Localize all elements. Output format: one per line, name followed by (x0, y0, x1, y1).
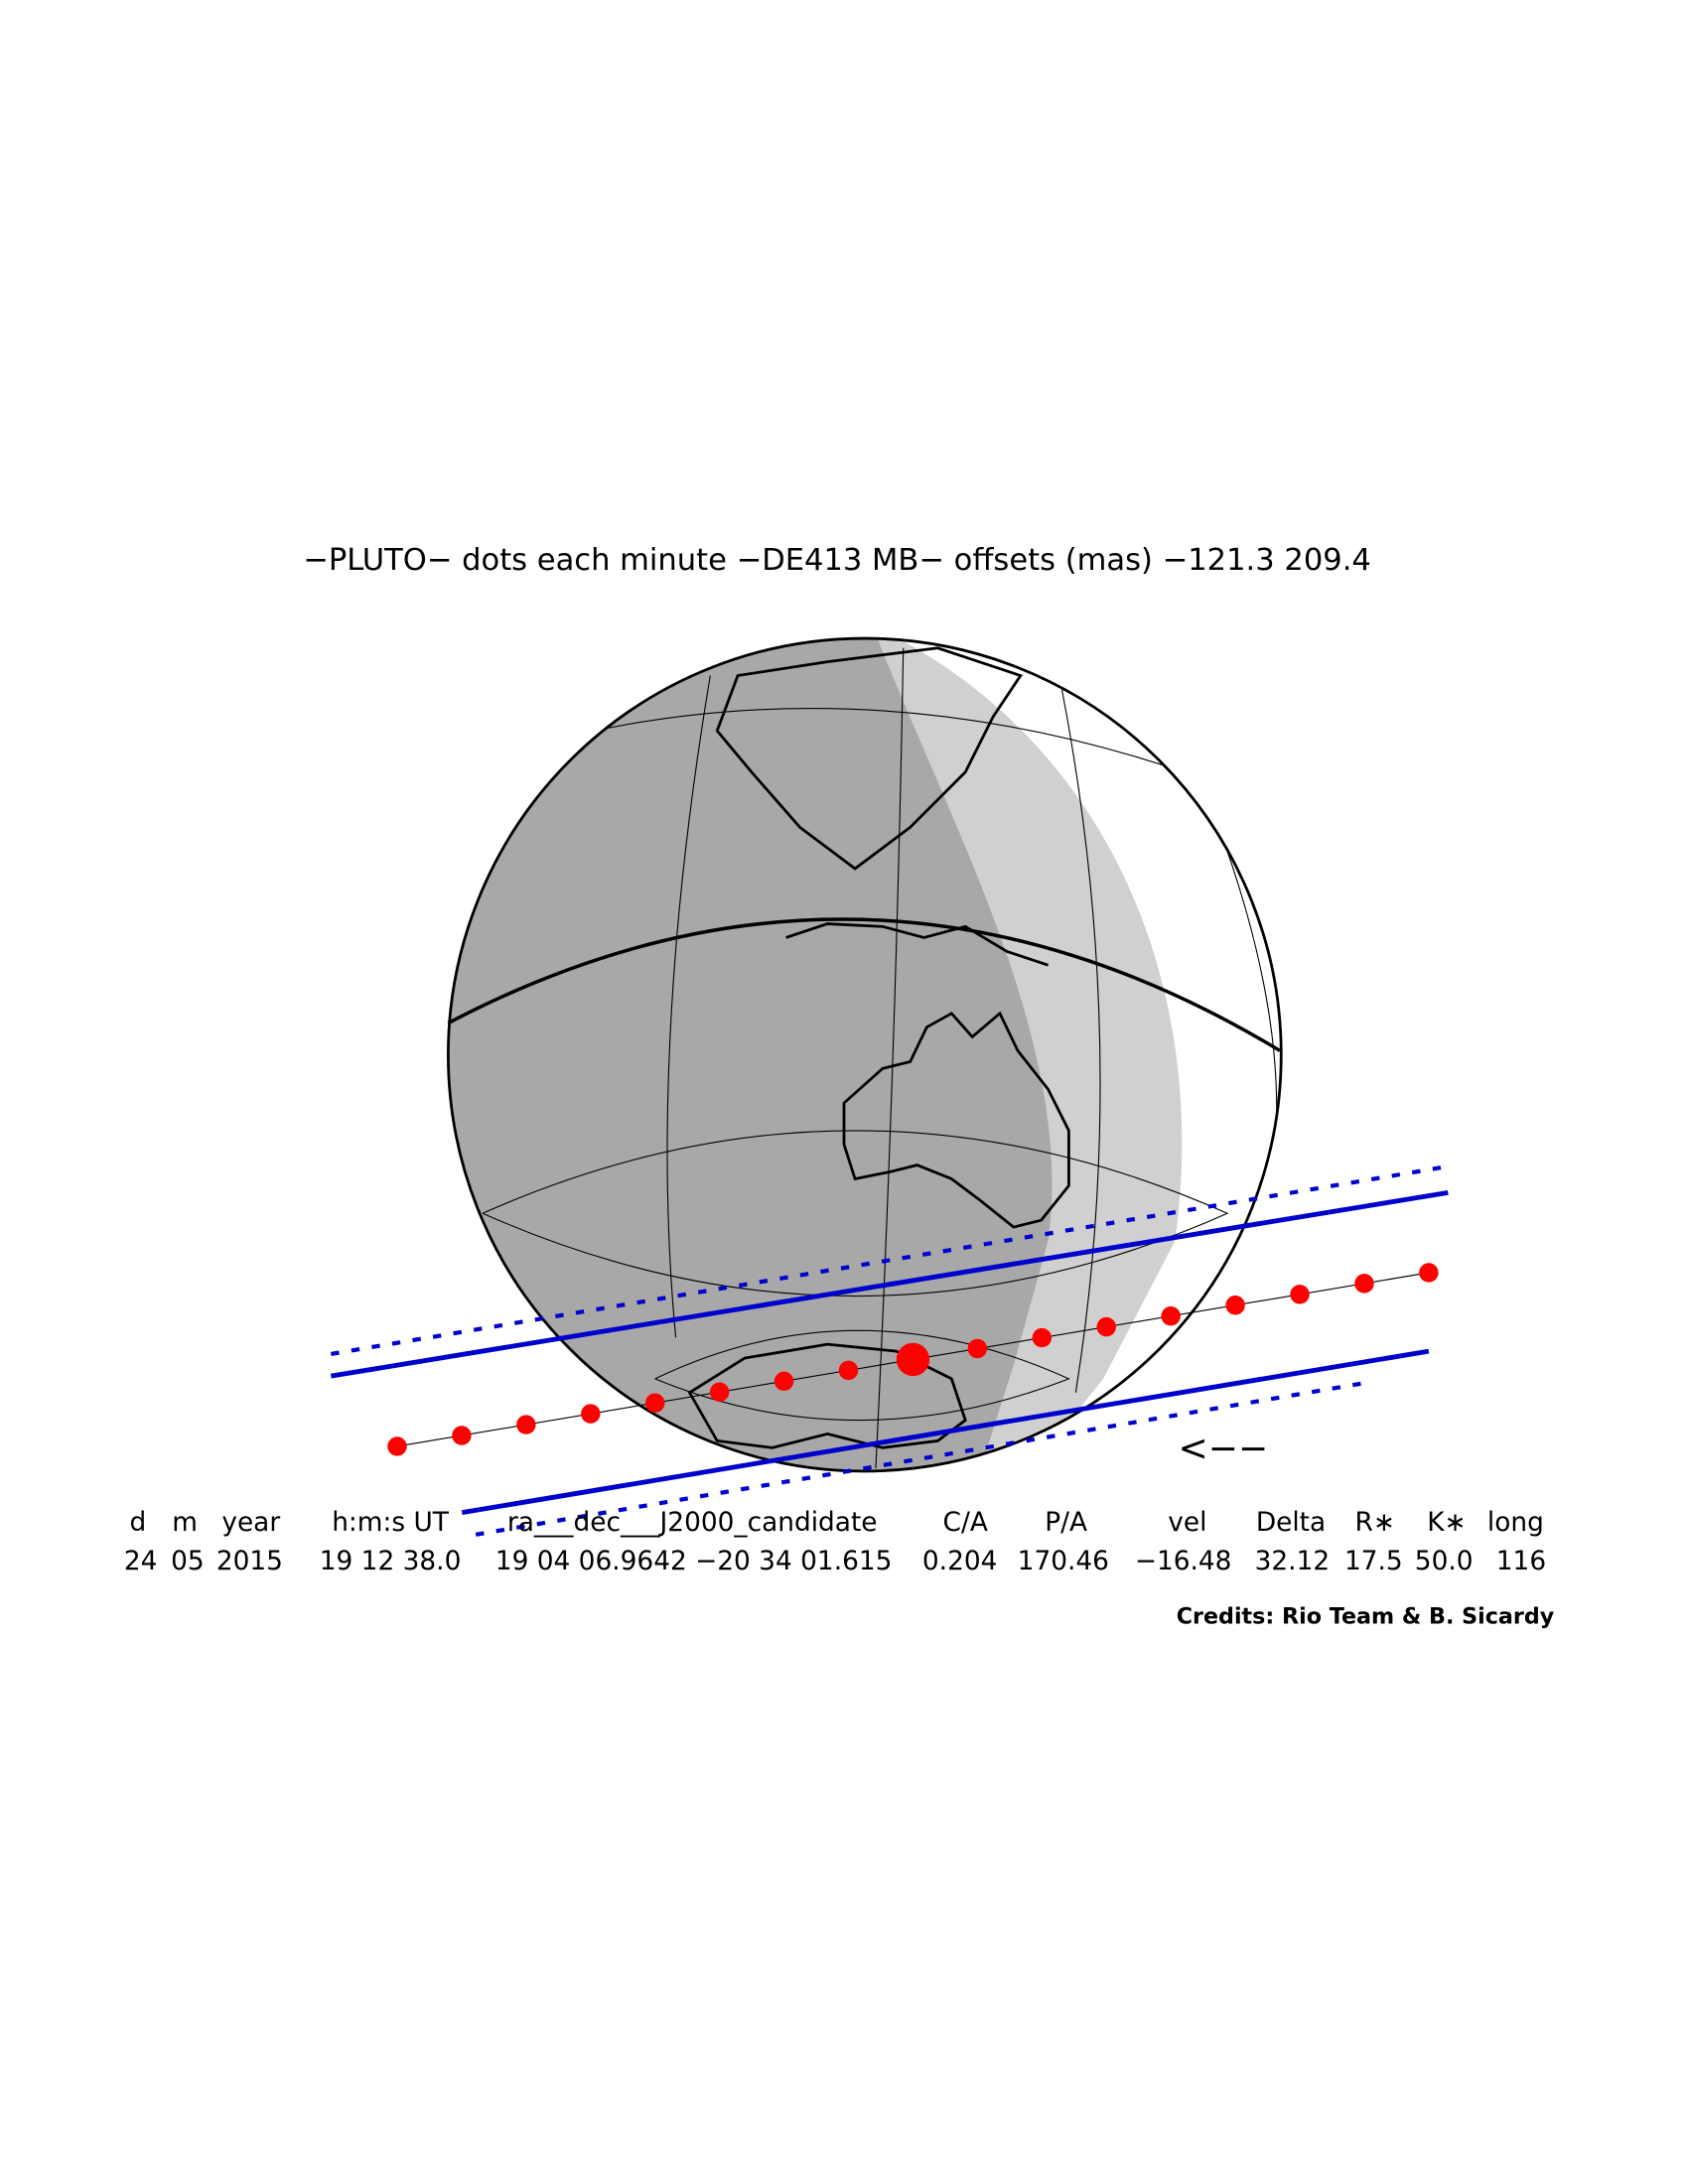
minute-dot (709, 1382, 730, 1402)
upper-limit-dotted (330, 1163, 1449, 1356)
column-header: m (172, 1508, 198, 1538)
cell: 116 (1496, 1547, 1546, 1576)
column-header: d (130, 1508, 147, 1538)
column-header: vel (1168, 1508, 1206, 1538)
column-header: long (1487, 1508, 1544, 1538)
minute-dot (774, 1371, 794, 1392)
column-header: h:m:s UT (332, 1508, 450, 1538)
minute-dot (452, 1426, 472, 1445)
minute-dot (1419, 1263, 1439, 1283)
column-header: ra___dec___J2000_candidate (507, 1508, 878, 1538)
cell: 0.204 (922, 1547, 998, 1576)
minute-dot (581, 1404, 601, 1424)
column-header: year (221, 1508, 280, 1538)
graticule (482, 647, 1278, 1469)
minute-dot (967, 1338, 988, 1359)
shadow-path (330, 1163, 1449, 1537)
cell: 24 (124, 1547, 158, 1576)
cell: 2015 (216, 1547, 283, 1576)
equator (447, 917, 1281, 1052)
column-header: P/A (1045, 1508, 1087, 1538)
minute-dots (387, 1263, 1439, 1456)
cell: 32.12 (1255, 1547, 1331, 1576)
map-title: −PLUTO− dots each minute −DE413 MB− offs… (303, 543, 1371, 578)
minute-dot (516, 1415, 536, 1434)
credits: Credits: Rio Team & B. Sicardy (1177, 1604, 1555, 1630)
column-header: K∗ (1427, 1508, 1466, 1538)
minute-dot (387, 1436, 407, 1456)
column-header: C/A (943, 1508, 988, 1538)
minute-dot (838, 1360, 859, 1381)
cell: 50.0 (1415, 1547, 1474, 1576)
minute-dot (1096, 1316, 1116, 1337)
cell: 19 12 38.0 (320, 1547, 462, 1576)
globe-outline (446, 636, 1283, 1473)
cell: 170.46 (1018, 1547, 1109, 1576)
night-zone (448, 638, 1053, 1471)
lower-limit (461, 1348, 1430, 1516)
cell: −16.48 (1135, 1547, 1232, 1576)
ephemeris-table: d m year h:m:s UT ra___dec___J2000_candidate… (124, 1508, 1546, 1576)
minute-dot (1290, 1285, 1310, 1304)
minute-dot (1225, 1296, 1245, 1315)
closest-approach-dot (896, 1342, 930, 1377)
direction-label: <−− (1179, 1427, 1269, 1469)
cell: 17.5 (1344, 1547, 1403, 1576)
upper-limit (330, 1189, 1449, 1379)
globe (446, 636, 1283, 1473)
column-header: R∗ (1355, 1508, 1395, 1538)
lower-limit-dotted (475, 1381, 1366, 1537)
minute-dot (645, 1393, 665, 1413)
minute-dot (1354, 1274, 1374, 1294)
cell: 19 04 06.9642 −20 34 01.615 (495, 1547, 893, 1576)
column-header: Delta (1256, 1508, 1326, 1538)
cell: 05 (171, 1547, 205, 1576)
minute-dot (1032, 1327, 1053, 1348)
minute-dot (1161, 1305, 1181, 1326)
